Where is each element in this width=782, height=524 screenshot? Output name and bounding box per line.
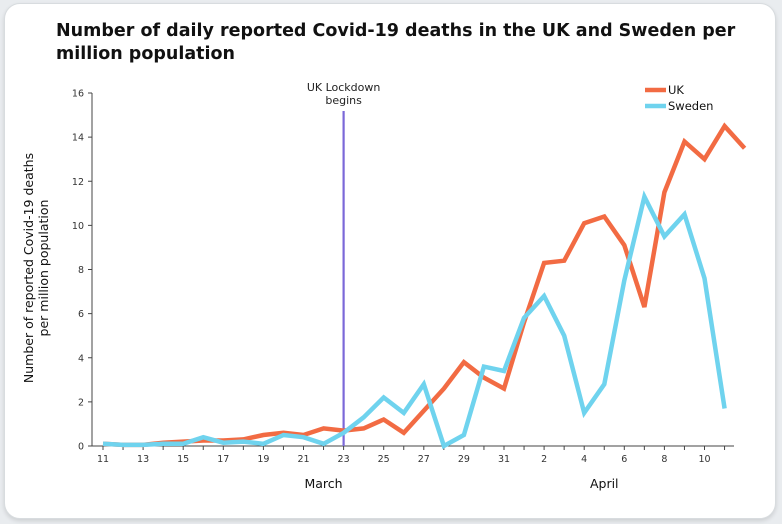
chart-title: Number of daily reported Covid-19 deaths… (56, 21, 736, 64)
annotation-line1: UK Lockdown (307, 81, 381, 94)
annotation-line2: begins (325, 94, 362, 107)
y-tick-label: 6 (78, 309, 84, 320)
x-tick-label: 15 (177, 454, 189, 465)
x-tick-label: 17 (217, 454, 229, 465)
x-tick-label: 31 (498, 454, 510, 465)
x-tick-label: 13 (137, 454, 149, 465)
x-tick-label: 23 (338, 454, 350, 465)
legend-label-uk: UK (668, 83, 684, 97)
x-tick-label: 2 (541, 454, 547, 465)
y-tick-label: 16 (72, 89, 84, 100)
x-month-label: April (590, 476, 619, 491)
y-axis-label: Number of reported Covid-19 deathsper mi… (21, 153, 51, 383)
y-tick-label: 12 (72, 177, 84, 188)
series-line-sweden (102, 190, 727, 450)
x-tick-label: 25 (378, 454, 390, 465)
y-tick-label: 2 (78, 397, 84, 408)
series-line-uk (102, 122, 747, 448)
y-tick-label: 10 (72, 221, 84, 232)
x-tick-label: 8 (661, 454, 667, 465)
x-tick-label: 6 (621, 454, 627, 465)
x-tick-label: 29 (458, 454, 470, 465)
x-tick-label: 21 (297, 454, 309, 465)
y-tick-label: 8 (78, 265, 84, 276)
y-axis-ticks: 0 2 4 6 8 10 12 14 16 (72, 89, 92, 453)
x-tick-label: 11 (97, 454, 109, 465)
axes (91, 93, 734, 447)
legend: UK Sweden (645, 83, 713, 113)
series-lines (102, 122, 747, 450)
x-month-label: March (304, 476, 342, 491)
x-axis-ticks: 11 13 15 17 19 21 23 25 27 29 31 2 4 6 8 10 March April (97, 446, 726, 491)
y-tick-label: 4 (78, 353, 84, 364)
y-tick-label: 0 (78, 442, 84, 453)
x-tick-label: 4 (581, 454, 587, 465)
legend-label-sweden: Sweden (668, 99, 713, 113)
x-tick-label: 19 (257, 454, 269, 465)
x-tick-label: 10 (698, 454, 710, 465)
y-tick-label: 14 (72, 133, 84, 144)
x-tick-label: 27 (418, 454, 430, 465)
